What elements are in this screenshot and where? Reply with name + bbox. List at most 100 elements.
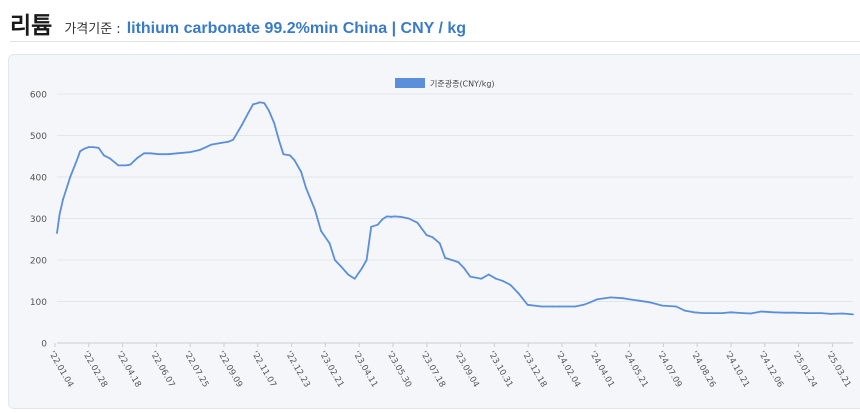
y-tick-label: 400 xyxy=(30,174,47,184)
data-point xyxy=(820,312,823,314)
data-point xyxy=(381,218,384,221)
data-point xyxy=(75,159,78,162)
data-point xyxy=(582,303,585,306)
data-point xyxy=(693,311,695,314)
data-point xyxy=(161,153,164,156)
data-point xyxy=(263,102,266,104)
data-point xyxy=(361,267,363,270)
data-point xyxy=(551,305,554,308)
data-point xyxy=(149,152,152,155)
data-point xyxy=(273,122,276,124)
x-tick-label: '24.04.01 xyxy=(587,350,616,390)
data-point xyxy=(205,146,208,149)
data-point xyxy=(390,215,393,218)
x-tick-label: '22.12.23 xyxy=(283,350,312,390)
y-tick-label: 600 xyxy=(30,91,47,101)
data-point xyxy=(721,312,724,314)
data-point xyxy=(79,150,81,153)
data-point xyxy=(69,176,72,178)
data-point xyxy=(334,259,336,261)
x-tick-label: '22.06.07 xyxy=(148,350,177,390)
data-point xyxy=(709,312,712,314)
x-tick-label: '24.08.26 xyxy=(689,350,718,390)
data-point xyxy=(416,221,419,224)
data-point xyxy=(425,234,428,237)
x-tick-label: '25.03.21 xyxy=(824,350,853,390)
data-point xyxy=(258,101,261,104)
series-line xyxy=(56,101,854,316)
data-point xyxy=(730,311,732,314)
data-point xyxy=(129,163,132,166)
data-point xyxy=(806,312,809,314)
data-point xyxy=(469,275,472,278)
price-basis-label: 가격기준 : xyxy=(64,22,121,37)
data-point xyxy=(648,301,651,304)
data-point xyxy=(841,312,844,315)
data-point xyxy=(431,236,434,239)
data-point xyxy=(252,103,254,106)
data-point xyxy=(558,305,561,308)
data-point xyxy=(629,298,631,301)
data-point xyxy=(167,153,170,156)
data-point xyxy=(444,257,446,259)
x-tick-label: '23.04.11 xyxy=(351,350,380,390)
x-tick-label: '23.12.18 xyxy=(520,350,549,390)
data-point xyxy=(117,164,120,167)
data-point xyxy=(852,313,854,316)
data-point xyxy=(638,299,640,302)
data-point xyxy=(438,242,441,245)
data-point xyxy=(300,171,303,173)
y-tick-label: 100 xyxy=(30,298,47,308)
data-point xyxy=(526,303,529,306)
data-point xyxy=(136,157,138,160)
y-tick-label: 300 xyxy=(30,215,47,225)
y-tick-label: 500 xyxy=(30,132,47,142)
data-point xyxy=(407,217,410,220)
data-point xyxy=(675,305,677,308)
data-point xyxy=(792,311,795,314)
x-tick-label: '23.05.30 xyxy=(384,350,413,390)
data-point xyxy=(596,298,598,301)
data-point xyxy=(143,152,146,155)
data-point xyxy=(256,102,259,104)
data-point xyxy=(540,305,543,308)
data-point xyxy=(609,296,612,299)
legend-label: 기준광종(CNY/kg) xyxy=(430,79,495,89)
data-point xyxy=(480,277,483,280)
data-point xyxy=(589,301,592,304)
data-point xyxy=(289,154,291,157)
data-point xyxy=(56,232,58,234)
data-point xyxy=(282,153,285,156)
x-tick-label: '24.05.21 xyxy=(621,350,650,390)
header-divider xyxy=(10,41,860,42)
page-title: 리튬 xyxy=(10,13,53,39)
data-point xyxy=(62,198,64,201)
data-point xyxy=(365,259,368,261)
data-point xyxy=(304,186,307,189)
data-point xyxy=(772,311,775,314)
x-tick-label: '22.02.28 xyxy=(80,350,109,390)
x-tick-label: '24.10.21 xyxy=(722,350,751,390)
data-point xyxy=(314,209,316,212)
data-point xyxy=(621,297,624,300)
data-point xyxy=(339,265,342,268)
data-point xyxy=(760,310,763,313)
data-point xyxy=(393,215,396,218)
data-point xyxy=(386,215,388,218)
x-tick-label: '22.09.09 xyxy=(215,350,244,390)
data-point xyxy=(749,312,752,315)
data-point xyxy=(189,151,192,154)
y-tick-label: 0 xyxy=(41,340,47,350)
commodity-subtitle: lithium carbonate 99.2%min China | CNY /… xyxy=(126,20,467,37)
data-point xyxy=(219,142,222,144)
data-point xyxy=(97,147,100,149)
x-tick-label: '22.07.25 xyxy=(182,350,211,390)
data-point xyxy=(92,146,95,149)
data-point xyxy=(457,261,460,263)
x-tick-label: '23.02.21 xyxy=(317,350,346,390)
data-point xyxy=(741,312,744,314)
data-point xyxy=(509,284,512,286)
x-tick-label: '22.04.18 xyxy=(114,350,143,390)
data-point xyxy=(103,154,105,157)
data-point xyxy=(487,273,490,276)
